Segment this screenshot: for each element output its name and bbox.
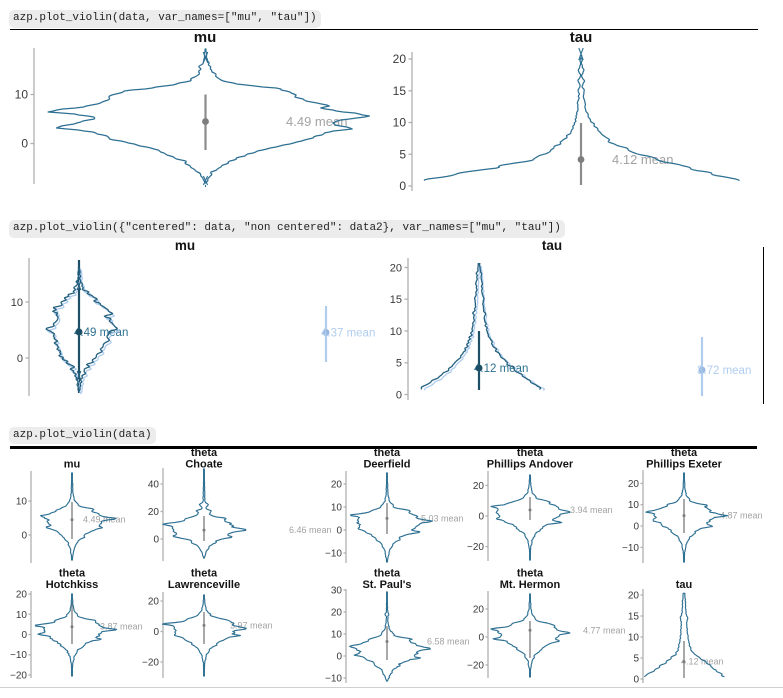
svg-text:−20: −20 <box>467 542 484 553</box>
svg-text:5: 5 <box>399 147 406 161</box>
svg-text:20: 20 <box>473 605 485 616</box>
svg-text:mu: mu <box>64 459 81 471</box>
svg-text:20: 20 <box>628 479 640 490</box>
svg-text:0: 0 <box>21 531 27 542</box>
svg-text:4.49 mean: 4.49 mean <box>83 515 126 525</box>
svg-text:tau: tau <box>570 29 593 46</box>
svg-text:0: 0 <box>399 179 406 193</box>
svg-text:20: 20 <box>473 481 485 492</box>
svg-text:theta: theta <box>374 447 401 459</box>
svg-text:0: 0 <box>17 353 23 365</box>
svg-text:10: 10 <box>628 633 640 644</box>
svg-text:15: 15 <box>628 612 640 623</box>
svg-text:0: 0 <box>21 137 28 151</box>
svg-text:10: 10 <box>628 500 640 511</box>
svg-text:10: 10 <box>16 497 28 508</box>
svg-text:0: 0 <box>21 630 27 641</box>
svg-text:0: 0 <box>336 652 342 663</box>
svg-text:theta: theta <box>517 447 544 459</box>
svg-text:10: 10 <box>16 610 28 621</box>
svg-text:theta: theta <box>59 568 86 580</box>
svg-text:−20: −20 <box>10 671 27 682</box>
svg-text:20: 20 <box>390 262 402 274</box>
svg-text:20: 20 <box>331 608 343 619</box>
svg-text:Hotchkiss: Hotchkiss <box>46 579 99 591</box>
svg-text:20: 20 <box>331 480 343 491</box>
svg-text:theta: theta <box>517 568 544 580</box>
svg-text:20: 20 <box>148 507 160 518</box>
svg-text:0: 0 <box>153 535 159 546</box>
svg-text:0: 0 <box>633 522 639 533</box>
svg-text:15: 15 <box>390 294 402 306</box>
svg-text:0: 0 <box>336 526 342 537</box>
svg-text:3.94 mean: 3.94 mean <box>570 505 613 515</box>
svg-text:3.97 mean: 3.97 mean <box>230 620 273 630</box>
svg-text:theta: theta <box>671 447 698 459</box>
svg-text:10: 10 <box>331 503 343 514</box>
svg-text:Mt. Hermon: Mt. Hermon <box>500 579 561 591</box>
svg-text:4.37 mean: 4.37 mean <box>321 328 375 340</box>
svg-text:5: 5 <box>396 358 402 370</box>
svg-text:15: 15 <box>393 84 407 98</box>
svg-text:0: 0 <box>396 389 402 401</box>
svg-text:Choate: Choate <box>185 459 222 471</box>
svg-text:tau: tau <box>676 579 693 591</box>
svg-text:4.12 mean: 4.12 mean <box>474 363 528 375</box>
svg-text:−10: −10 <box>325 549 342 560</box>
svg-text:−10: −10 <box>622 543 639 554</box>
svg-text:10: 10 <box>11 297 23 309</box>
svg-text:4.77 mean: 4.77 mean <box>583 625 626 635</box>
svg-text:−20: −20 <box>467 661 484 672</box>
svg-text:4.12 mean: 4.12 mean <box>681 657 724 667</box>
svg-text:0: 0 <box>633 675 639 686</box>
svg-text:4.87 mean: 4.87 mean <box>720 511 763 521</box>
svg-text:6.46 mean: 6.46 mean <box>289 525 332 535</box>
svg-text:0: 0 <box>478 512 484 523</box>
svg-text:30: 30 <box>331 586 343 597</box>
svg-text:Phillips Exeter: Phillips Exeter <box>646 459 723 471</box>
svg-text:theta: theta <box>191 447 218 459</box>
svg-text:20: 20 <box>628 591 640 602</box>
svg-text:Deerfield: Deerfield <box>363 459 410 471</box>
svg-text:tau: tau <box>542 238 562 253</box>
svg-text:3.87 mean: 3.87 mean <box>100 622 143 632</box>
svg-text:4.12 mean: 4.12 mean <box>612 152 673 167</box>
svg-text:20: 20 <box>148 597 160 608</box>
svg-text:Phillips Andover: Phillips Andover <box>487 459 574 471</box>
svg-text:Lawrenceville: Lawrenceville <box>168 579 240 591</box>
svg-text:theta: theta <box>191 568 218 580</box>
svg-text:0: 0 <box>478 633 484 644</box>
svg-text:mu: mu <box>194 29 217 46</box>
svg-text:40: 40 <box>148 480 160 491</box>
svg-text:3.72 mean: 3.72 mean <box>697 365 751 377</box>
svg-text:mu: mu <box>175 238 195 253</box>
svg-text:5: 5 <box>633 654 639 665</box>
svg-text:−10: −10 <box>325 674 342 685</box>
svg-text:5.03 mean: 5.03 mean <box>421 513 464 523</box>
svg-text:4.49 mean: 4.49 mean <box>286 114 347 129</box>
svg-text:10: 10 <box>331 630 343 641</box>
svg-text:20: 20 <box>16 590 28 601</box>
svg-text:6.58 mean: 6.58 mean <box>427 637 470 647</box>
svg-text:−10: −10 <box>10 650 27 661</box>
svg-text:10: 10 <box>393 116 407 130</box>
svg-text:theta: theta <box>374 568 401 580</box>
svg-text:20: 20 <box>393 52 407 66</box>
svg-text:0: 0 <box>153 627 159 638</box>
svg-text:St. Paul's: St. Paul's <box>362 579 411 591</box>
svg-text:10: 10 <box>390 326 402 338</box>
svg-text:−20: −20 <box>142 658 159 669</box>
svg-text:10: 10 <box>15 88 29 102</box>
